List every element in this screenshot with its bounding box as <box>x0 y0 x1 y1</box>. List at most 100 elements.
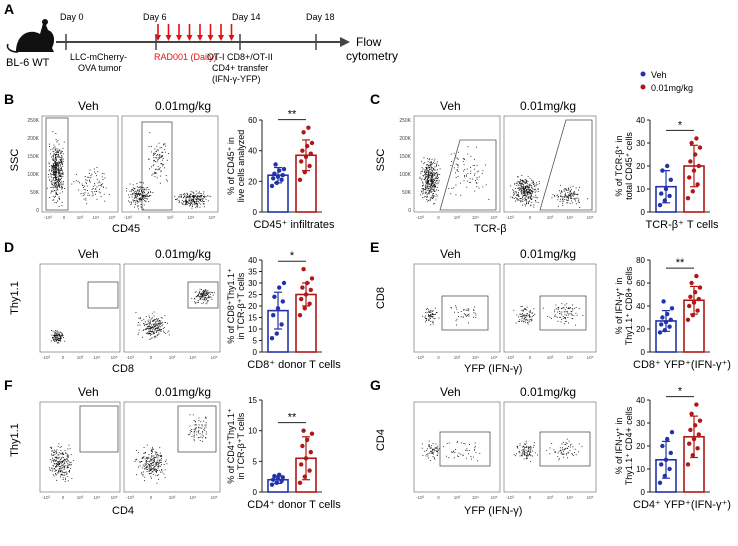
event-dot <box>134 197 136 199</box>
event-dot <box>571 314 573 315</box>
event-dot <box>562 441 564 443</box>
event-dot <box>475 317 477 318</box>
data-point <box>657 330 663 335</box>
event-dot <box>427 164 429 166</box>
event-dot <box>60 336 62 337</box>
flow-b-dots-treat-neg <box>126 181 154 210</box>
event-dot <box>131 194 133 196</box>
event-dot <box>58 161 60 163</box>
timeline-panel: A BL-6 WT Day 0 Day 6 Day 14 Day 18 LLC-… <box>4 1 398 84</box>
event-dot <box>140 188 142 190</box>
event-dot <box>53 185 54 187</box>
data-point <box>301 267 306 272</box>
event-dot <box>468 453 469 455</box>
event-dot <box>430 171 431 173</box>
event-dot <box>96 167 98 168</box>
event-dot <box>150 322 151 324</box>
event-dot <box>435 448 437 449</box>
event-dot <box>429 190 430 192</box>
event-dot <box>54 332 56 334</box>
event-dot <box>451 307 453 309</box>
event-dot <box>203 292 205 294</box>
event-dot <box>435 443 437 445</box>
flow-f-xlabel: CD4 <box>112 505 134 517</box>
event-dot <box>137 205 139 206</box>
event-dot <box>53 338 55 340</box>
data-point <box>659 322 664 327</box>
event-dot <box>430 184 432 185</box>
event-dot <box>152 331 154 333</box>
event-dot <box>568 187 569 189</box>
event-dot <box>55 474 57 476</box>
event-dot <box>521 309 523 311</box>
event-dot <box>429 312 430 313</box>
event-dot <box>432 163 433 165</box>
event-dot <box>433 189 435 191</box>
event-dot <box>51 454 53 456</box>
day0-label: Day 0 <box>60 12 84 22</box>
event-dot <box>430 189 432 191</box>
event-dot <box>52 166 53 167</box>
event-dot <box>199 206 201 208</box>
event-dot <box>575 307 577 308</box>
event-dot <box>188 202 189 204</box>
tumor-note-line2: OVA tumor <box>78 63 121 73</box>
event-dot <box>189 196 191 198</box>
event-dot <box>566 453 568 454</box>
event-dot <box>206 293 208 295</box>
event-dot <box>572 318 574 320</box>
event-dot <box>141 467 143 469</box>
event-dot <box>568 306 570 308</box>
event-dot <box>193 199 195 201</box>
event-dot <box>156 482 158 484</box>
event-dot <box>68 466 69 468</box>
event-dot <box>210 296 212 298</box>
event-dot <box>179 195 181 197</box>
event-dot <box>61 333 63 335</box>
event-dot <box>147 326 148 328</box>
event-dot <box>567 308 569 310</box>
event-dot <box>189 198 191 200</box>
event-dot <box>144 200 145 202</box>
event-dot <box>524 454 526 456</box>
event-dot <box>149 321 151 323</box>
event-dot <box>431 162 432 163</box>
event-dot <box>154 451 156 453</box>
event-dot <box>189 425 191 427</box>
event-dot <box>57 335 58 337</box>
event-dot <box>53 151 55 153</box>
event-dot <box>196 295 198 297</box>
event-dot <box>69 470 70 472</box>
event-dot <box>519 319 521 321</box>
event-dot <box>581 446 583 448</box>
event-dot <box>438 317 440 319</box>
event-dot <box>427 170 429 172</box>
event-dot <box>78 189 80 191</box>
event-dot <box>52 450 54 452</box>
event-dot <box>525 308 527 310</box>
event-dot <box>152 451 153 453</box>
legend: Veh 0.01mg/kg <box>640 70 693 93</box>
event-dot <box>203 191 205 193</box>
event-dot <box>147 187 149 188</box>
data-point <box>281 166 287 172</box>
event-dot <box>429 200 431 202</box>
event-dot <box>430 451 432 453</box>
event-dot <box>431 191 433 192</box>
event-dot <box>50 172 52 174</box>
event-dot <box>56 183 58 185</box>
event-dot <box>155 463 157 464</box>
event-dot <box>48 163 50 165</box>
event-dot <box>559 447 561 449</box>
event-dot <box>563 307 565 309</box>
event-dot <box>571 311 573 313</box>
event-dot <box>52 455 54 456</box>
event-dot <box>82 185 84 187</box>
data-point <box>695 182 700 187</box>
event-dot <box>154 325 155 327</box>
event-dot <box>521 449 523 451</box>
event-dot <box>150 338 152 340</box>
event-dot <box>60 179 61 181</box>
event-dot <box>527 193 528 195</box>
event-dot <box>86 180 88 181</box>
